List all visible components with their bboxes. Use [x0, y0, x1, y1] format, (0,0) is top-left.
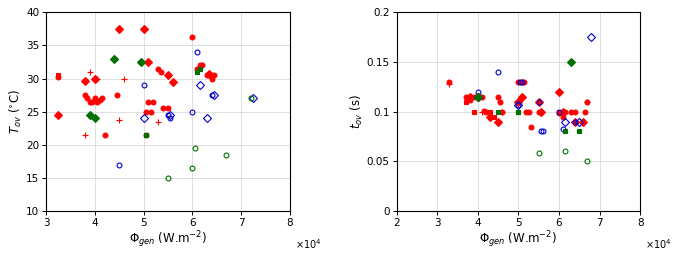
X-axis label: $\Phi_{gen}$ (W.m$^{-2}$): $\Phi_{gen}$ (W.m$^{-2}$) — [479, 229, 558, 250]
Y-axis label: $T_{ov}$ ($^{\circ}$C): $T_{ov}$ ($^{\circ}$C) — [8, 89, 24, 134]
Text: $\times10^{4}$: $\times10^{4}$ — [645, 237, 672, 250]
Y-axis label: $t_{ov}$ (s): $t_{ov}$ (s) — [349, 94, 365, 129]
Text: $\times10^{4}$: $\times10^{4}$ — [294, 237, 321, 250]
X-axis label: $\Phi_{gen}$ (W.m$^{-2}$): $\Phi_{gen}$ (W.m$^{-2}$) — [129, 229, 207, 250]
